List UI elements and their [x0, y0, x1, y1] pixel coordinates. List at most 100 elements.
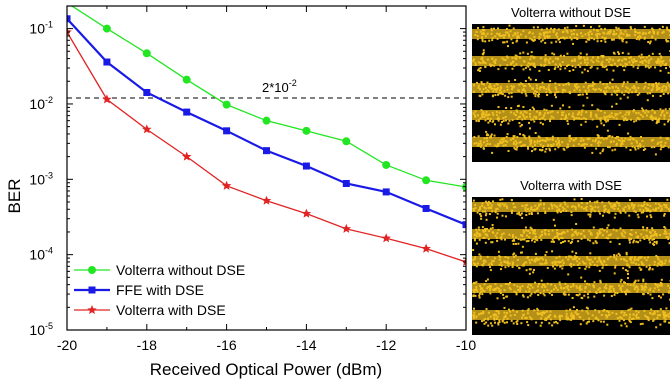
eye-sample: [475, 242, 478, 245]
eye-sample: [534, 238, 537, 241]
y-tick-label: 10-3: [29, 170, 53, 187]
eye-sample: [625, 41, 628, 44]
eye-sample: [629, 135, 632, 138]
eye-sample: [496, 212, 499, 215]
eye-sample: [507, 45, 509, 48]
eye-sample: [491, 226, 494, 229]
eye-sample: [665, 307, 668, 310]
eye-sample: [651, 52, 654, 55]
eye-sample: [556, 211, 559, 214]
data-point: [88, 286, 96, 294]
eye-sample: [529, 78, 532, 81]
eye-sample: [541, 148, 544, 151]
eye-sample: [606, 226, 609, 229]
eye-sample: [607, 135, 610, 138]
eye-sample: [506, 295, 508, 298]
eye-sample: [528, 212, 531, 215]
eye-sample: [502, 119, 505, 122]
eye-sample: [578, 293, 581, 296]
eye-sample: [606, 323, 609, 326]
series-1: [67, 15, 466, 229]
eye-sample: [497, 68, 500, 71]
eye-sample: [580, 276, 583, 279]
eye-sample: [484, 66, 487, 68]
eye-sample: [480, 217, 483, 220]
eye-diagram-panel-without-dse: Volterra without DSE: [472, 2, 670, 162]
data-point: [182, 75, 191, 84]
eye-sample: [520, 212, 523, 215]
eye-sample: [534, 93, 537, 96]
eye-sample: [510, 319, 513, 322]
eye-sample: [484, 241, 487, 244]
eye-sample: [483, 322, 486, 325]
eye-sample: [613, 52, 616, 55]
eye-sample: [490, 27, 493, 30]
data-point: [382, 188, 390, 196]
eye-sample: [664, 227, 667, 230]
eye-sample: [616, 93, 619, 96]
eye-sample: [498, 321, 501, 323]
eye-sample: [596, 40, 599, 43]
eye-sample: [539, 292, 542, 295]
eye-sample: [618, 52, 620, 55]
eye-sample: [622, 267, 625, 270]
eye-sample: [654, 153, 657, 156]
eye-sample: [488, 39, 491, 42]
eye-sample: [488, 213, 491, 215]
eye-sample: [501, 121, 503, 123]
eye-sample: [538, 69, 541, 72]
eye-sample: [603, 27, 606, 30]
eye-sample: [624, 211, 627, 214]
eye-sample: [642, 211, 645, 214]
eye-sample: [634, 148, 637, 151]
data-point: [142, 49, 151, 58]
eye-sample: [532, 39, 535, 42]
eye-sample: [632, 65, 635, 68]
eye-sample: [637, 279, 640, 282]
eye-sample: [497, 106, 500, 108]
eye-sample: [515, 321, 518, 323]
eye-sample: [571, 65, 574, 68]
eye-sample: [656, 121, 659, 123]
eye-sample: [500, 238, 503, 241]
eye-sample: [618, 319, 621, 322]
eye-sample: [546, 267, 549, 269]
data-point: [103, 58, 111, 66]
eye-sample: [504, 266, 507, 269]
eye-sample: [602, 124, 605, 127]
eye-sample: [667, 71, 670, 74]
eye-sample: [633, 280, 636, 283]
eye-sample: [637, 241, 639, 244]
eye-sample: [486, 81, 489, 84]
eye-sample: [588, 266, 591, 269]
eye-sample: [660, 146, 663, 149]
eye-sample: [516, 319, 519, 322]
eye-sample: [489, 119, 491, 122]
eye-sample: [648, 198, 651, 201]
eye-sample: [585, 93, 588, 95]
eye-sample: [522, 133, 525, 136]
eye-sample: [531, 239, 533, 242]
eye-sample: [637, 147, 640, 150]
eye-level-band: [472, 202, 670, 212]
eye-sample: [551, 238, 554, 241]
eye-sample: [585, 306, 588, 309]
eye-sample: [497, 322, 500, 325]
eye-sample: [551, 324, 554, 327]
eye-sample: [586, 38, 589, 41]
plot-area: 2*10-2 -20 -18 -16 -14 -12 -10 10-1 10-2 10-3 10-4…: [29, 5, 476, 353]
data-point: [342, 179, 350, 187]
eye-sample: [533, 120, 536, 123]
data-point: [301, 208, 312, 218]
eye-sample: [540, 279, 543, 282]
eye-sample: [566, 52, 569, 55]
series-0: [67, 6, 466, 192]
eye-sample: [649, 214, 652, 217]
eye-sample: [521, 238, 524, 241]
eye-sample: [511, 266, 514, 268]
eye-sample: [615, 26, 618, 29]
eye-sample: [611, 38, 613, 41]
eye-sample: [575, 252, 578, 255]
eye-sample: [508, 308, 510, 311]
eye-sample: [579, 93, 582, 96]
